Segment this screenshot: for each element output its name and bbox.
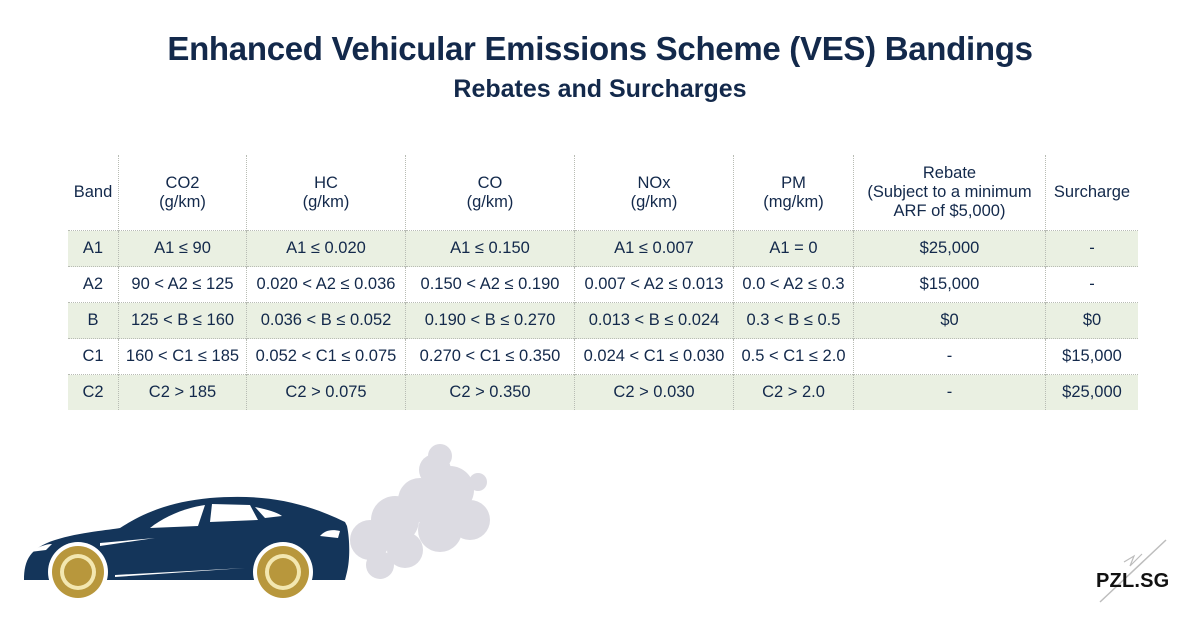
front-wheel-icon xyxy=(253,542,313,602)
ves-bandings-table: Band CO2 (g/km) HC (g/km) CO (g/km) NOx (g/k… xyxy=(68,155,1138,410)
page-subtitle: Rebates and Surcharges xyxy=(453,75,747,103)
cell-nox: A1 ≤ 0.007 xyxy=(574,230,734,267)
cell-hc: 0.036 < B ≤ 0.052 xyxy=(246,302,406,339)
car-exhaust-icon xyxy=(24,444,490,602)
header-line: HC xyxy=(314,173,338,192)
table-row-a2: A2 90 < A2 ≤ 125 0.020 < A2 ≤ 0.036 0.15… xyxy=(68,266,1138,303)
header-line: Rebate xyxy=(922,164,977,182)
table-row-c2: C2 C2 > 185 C2 > 0.075 C2 > 0.350 C2 > 0… xyxy=(68,374,1138,410)
brand-logo: PZL.SG xyxy=(1096,570,1170,592)
cell-nox: 0.024 < C1 ≤ 0.030 xyxy=(574,338,734,375)
header-unit: (g/km) xyxy=(466,192,514,211)
column-header-rebate: Rebate (Subject to a minimum ARF of $5,000… xyxy=(853,155,1046,231)
header-unit: (g/km) xyxy=(159,192,206,211)
cell-pm: A1 = 0 xyxy=(733,230,854,267)
header-note: ARF of $5,000) xyxy=(893,202,1006,220)
cell-co: C2 > 0.350 xyxy=(405,374,575,410)
cell-rebate: - xyxy=(853,338,1046,375)
cell-rebate: - xyxy=(853,374,1046,410)
cell-hc: 0.052 < C1 ≤ 0.075 xyxy=(246,338,406,375)
table-row-c1: C1 160 < C1 ≤ 185 0.052 < C1 ≤ 0.075 0.2… xyxy=(68,338,1138,375)
cell-nox: 0.013 < B ≤ 0.024 xyxy=(574,302,734,339)
cell-co2: 90 < A2 ≤ 125 xyxy=(118,266,247,303)
cell-co: 0.150 < A2 ≤ 0.190 xyxy=(405,266,575,303)
cell-hc: 0.020 < A2 ≤ 0.036 xyxy=(246,266,406,303)
header-line: CO2 xyxy=(165,173,200,192)
cell-band: B xyxy=(68,302,119,339)
header-line: PM xyxy=(781,173,806,192)
cell-nox: C2 > 0.030 xyxy=(574,374,734,410)
signature-swoosh-icon xyxy=(1099,539,1167,603)
column-header-nox: NOx (g/km) xyxy=(574,155,734,231)
column-header-co: CO (g/km) xyxy=(405,155,575,231)
cell-co2: C2 > 185 xyxy=(118,374,247,410)
cell-nox: 0.007 < A2 ≤ 0.013 xyxy=(574,266,734,303)
cell-co2: 125 < B ≤ 160 xyxy=(118,302,247,339)
header-unit: (g/km) xyxy=(630,192,678,211)
cell-co: A1 ≤ 0.150 xyxy=(405,230,575,267)
header-line: CO xyxy=(477,173,503,192)
cell-surcharge: $25,000 xyxy=(1045,374,1138,410)
cell-co: 0.190 < B ≤ 0.270 xyxy=(405,302,575,339)
cell-surcharge: $15,000 xyxy=(1045,338,1138,375)
header-line: Band xyxy=(73,183,113,201)
table-row-b: B 125 < B ≤ 160 0.036 < B ≤ 0.052 0.190 … xyxy=(68,302,1138,339)
cell-pm: 0.3 < B ≤ 0.5 xyxy=(733,302,854,339)
cell-surcharge: $0 xyxy=(1045,302,1138,339)
header-line: Surcharge xyxy=(1053,183,1131,201)
header-note: (Subject to a minimum xyxy=(867,183,1032,201)
cell-rebate: $25,000 xyxy=(853,230,1046,267)
cell-rebate: $15,000 xyxy=(853,266,1046,303)
cell-pm: 0.0 < A2 ≤ 0.3 xyxy=(733,266,854,303)
header-line: NOx xyxy=(637,173,671,192)
column-header-pm: PM (mg/km) xyxy=(733,155,854,231)
table-row-a1: A1 A1 ≤ 90 A1 ≤ 0.020 A1 ≤ 0.150 A1 ≤ 0.… xyxy=(68,230,1138,267)
cell-hc: C2 > 0.075 xyxy=(246,374,406,410)
column-header-co2: CO2 (g/km) xyxy=(118,155,247,231)
cell-co2: 160 < C1 ≤ 185 xyxy=(118,338,247,375)
smoke-cloud-icon xyxy=(350,444,490,579)
cell-band: C1 xyxy=(68,338,119,375)
cell-band: C2 xyxy=(68,374,119,410)
column-header-band: Band xyxy=(68,155,119,231)
cell-rebate: $0 xyxy=(853,302,1046,339)
cell-hc: A1 ≤ 0.020 xyxy=(246,230,406,267)
cell-band: A2 xyxy=(68,266,119,303)
cell-co: 0.270 < C1 ≤ 0.350 xyxy=(405,338,575,375)
table-header-row: Band CO2 (g/km) HC (g/km) CO (g/km) NOx (g/k… xyxy=(68,155,1138,231)
cell-pm: C2 > 2.0 xyxy=(733,374,854,410)
column-header-hc: HC (g/km) xyxy=(246,155,406,231)
cell-co2: A1 ≤ 90 xyxy=(118,230,247,267)
rear-wheel-icon xyxy=(48,542,108,602)
header-unit: (mg/km) xyxy=(763,192,824,211)
header-unit: (g/km) xyxy=(302,192,350,211)
cell-surcharge: - xyxy=(1045,230,1138,267)
cell-band: A1 xyxy=(68,230,119,267)
cell-pm: 0.5 < C1 ≤ 2.0 xyxy=(733,338,854,375)
page-title: Enhanced Vehicular Emissions Scheme (VES… xyxy=(167,30,1033,67)
cell-surcharge: - xyxy=(1045,266,1138,303)
column-header-surcharge: Surcharge xyxy=(1045,155,1138,231)
